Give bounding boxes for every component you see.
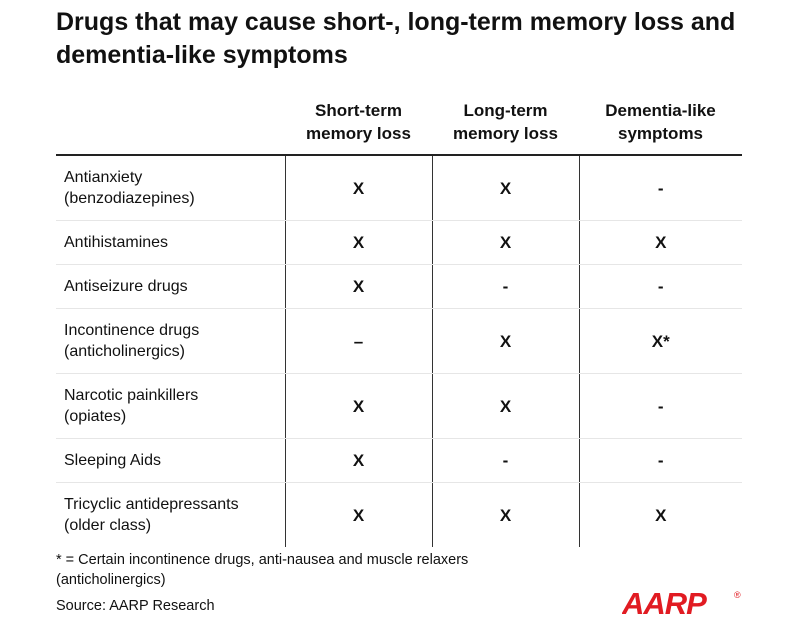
page-title: Drugs that may cause short-, long-term m… [56, 8, 736, 69]
short-term-mark: X [284, 264, 432, 309]
drug-memory-table: Short-term memory loss Long-term memory lo… [56, 94, 742, 547]
table-row: Narcotic painkillers (opiates) X X - [56, 373, 742, 439]
short-term-mark: X [284, 220, 432, 265]
drug-class-line: Antiseizure drugs [64, 278, 188, 295]
drug-class-label: Sleeping Aids [56, 438, 285, 483]
header-short-term-line2: memory loss [306, 124, 411, 143]
table-row: Incontinence drugs (anticholinergics) – X X* [56, 308, 742, 374]
long-term-mark: - [431, 264, 579, 309]
long-term-mark: X [431, 155, 579, 221]
footnote-line1: * = Certain incontinence drugs, anti-nau… [56, 552, 469, 568]
header-drug-class [56, 94, 285, 156]
footnote: * = Certain incontinence drugs, anti-nau… [56, 550, 576, 590]
table-row: Antihistamines X X X [56, 220, 742, 265]
short-term-mark: X [284, 373, 432, 439]
aarp-logo: AARP ® [622, 588, 741, 618]
short-term-mark: X [284, 438, 432, 483]
header-short-term-line1: Short-term [315, 101, 402, 120]
table-row: Tricyclic antidepressants (older class) X X… [56, 482, 742, 548]
dementia-mark: X [578, 482, 742, 547]
drug-class-label: Antianxiety (benzodiazepines) [56, 155, 285, 221]
aarp-logo-registered: ® [734, 590, 741, 600]
table-header-row: Short-term memory loss Long-term memory lo… [56, 94, 742, 156]
drug-class-line: Sleeping Aids [64, 452, 161, 469]
drug-class-label: Incontinence drugs (anticholinergics) [56, 308, 285, 374]
dementia-mark: X [578, 220, 742, 265]
dementia-mark: - [578, 438, 742, 483]
header-dementia-line1: Dementia-like [605, 101, 716, 120]
dementia-mark: - [578, 264, 742, 309]
header-long-term: Long-term memory loss [432, 94, 579, 156]
drug-class-line: (benzodiazepines) [64, 190, 195, 207]
long-term-mark: X [431, 373, 579, 439]
long-term-mark: - [431, 438, 579, 483]
header-dementia: Dementia-like symptoms [579, 94, 742, 156]
drug-class-line: (anticholinergics) [64, 343, 185, 360]
drug-class-line: (opiates) [64, 408, 127, 425]
long-term-mark: X [431, 308, 579, 374]
drug-class-line: Antihistamines [64, 234, 169, 251]
dementia-mark: X* [578, 308, 742, 374]
header-long-term-line2: memory loss [453, 124, 558, 143]
table-row: Antianxiety (benzodiazepines) X X - [56, 155, 742, 221]
table-row: Sleeping Aids X - - [56, 438, 742, 483]
drug-class-line: Incontinence drugs [64, 322, 200, 339]
drug-class-line: (older class) [64, 517, 152, 534]
footnote-line2: (anticholinergics) [56, 572, 166, 588]
long-term-mark: X [431, 482, 579, 547]
aarp-logo-text: AARP [622, 588, 707, 618]
dementia-mark: - [578, 155, 742, 221]
drug-class-label: Antiseizure drugs [56, 264, 285, 309]
long-term-mark: X [431, 220, 579, 265]
short-term-mark: X [284, 155, 432, 221]
header-short-term: Short-term memory loss [285, 94, 432, 156]
source-note: Source: AARP Research [56, 598, 215, 614]
drug-class-label: Narcotic painkillers (opiates) [56, 373, 285, 439]
drug-class-line: Narcotic painkillers [64, 387, 199, 404]
drug-class-label: Tricyclic antidepressants (older class) [56, 483, 285, 548]
header-long-term-line1: Long-term [463, 101, 548, 120]
drug-class-line: Tricyclic antidepressants [64, 496, 239, 513]
drug-class-line: Antianxiety [64, 169, 143, 186]
short-term-mark: – [284, 308, 432, 374]
dementia-mark: - [578, 373, 742, 439]
table-row: Antiseizure drugs X - - [56, 264, 742, 309]
drug-class-label: Antihistamines [56, 220, 285, 265]
short-term-mark: X [284, 482, 432, 547]
header-dementia-line2: symptoms [617, 124, 704, 143]
